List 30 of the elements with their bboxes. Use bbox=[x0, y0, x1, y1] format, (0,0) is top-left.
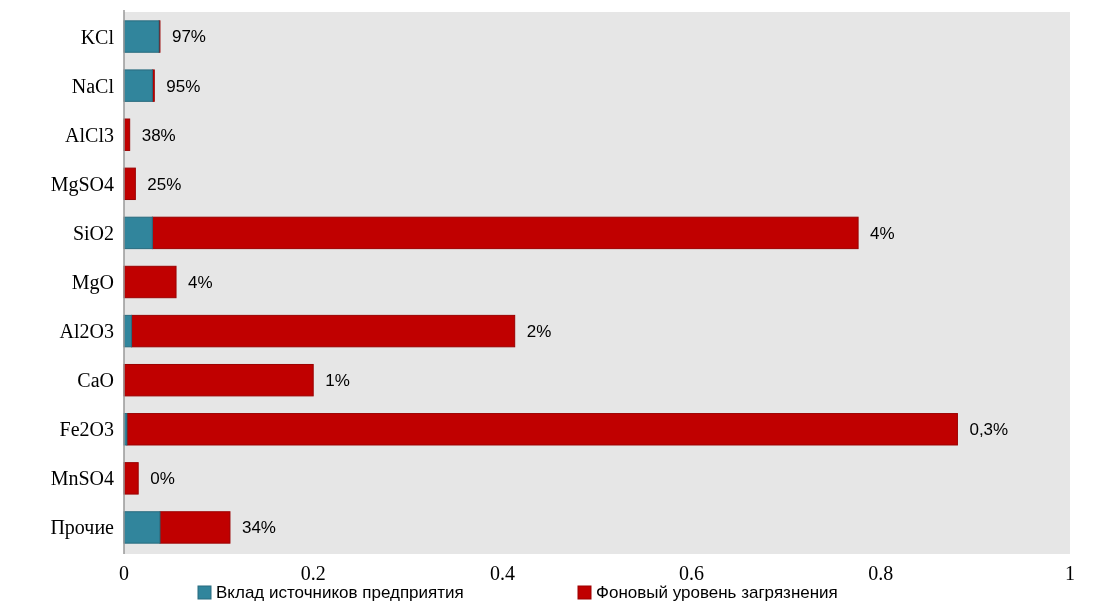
annotation: 0% bbox=[150, 469, 175, 489]
y-tick-label: SiO2 bbox=[72, 221, 114, 244]
x-tick-label: 0.4 bbox=[489, 562, 515, 584]
legend-label: Фоновый уровень загрязнения bbox=[596, 583, 838, 603]
x-tick-label: 0.8 bbox=[868, 562, 894, 584]
annotation: 97% bbox=[171, 27, 206, 47]
y-tick-label: MgO bbox=[71, 271, 114, 294]
y-tick-label: AlCl3 bbox=[65, 123, 114, 146]
y-tick-label: Al2O3 bbox=[59, 320, 114, 343]
x-tick-label: 0 bbox=[119, 562, 129, 584]
y-tick-label: NaCl bbox=[71, 74, 115, 97]
y-tick-label: KCl bbox=[80, 25, 115, 48]
annotation: 2% bbox=[526, 322, 552, 342]
annotation: 0,3% bbox=[969, 420, 1009, 440]
annotation: 34% bbox=[241, 518, 276, 538]
annotation: 38% bbox=[141, 125, 176, 145]
legend-label: Вклад источников предприятия bbox=[216, 583, 464, 603]
x-tick-label: 0.6 bbox=[679, 562, 705, 584]
annotation: 4% bbox=[870, 223, 895, 243]
x-tick-label: 0.2 bbox=[300, 562, 326, 584]
y-tick-label: Прочие bbox=[50, 516, 115, 540]
y-tick-label: MgSO4 bbox=[50, 172, 114, 196]
y-tick-label: MnSO4 bbox=[50, 467, 114, 490]
y-tick-label: Fe2O3 bbox=[59, 418, 114, 441]
y-tick-label: CaO bbox=[77, 369, 114, 392]
annotation: 1% bbox=[325, 371, 350, 391]
annotation: 95% bbox=[166, 76, 201, 96]
annotation: 25% bbox=[147, 174, 182, 194]
annotation: 4% bbox=[188, 272, 213, 292]
x-tick-label: 1 bbox=[1065, 562, 1075, 584]
